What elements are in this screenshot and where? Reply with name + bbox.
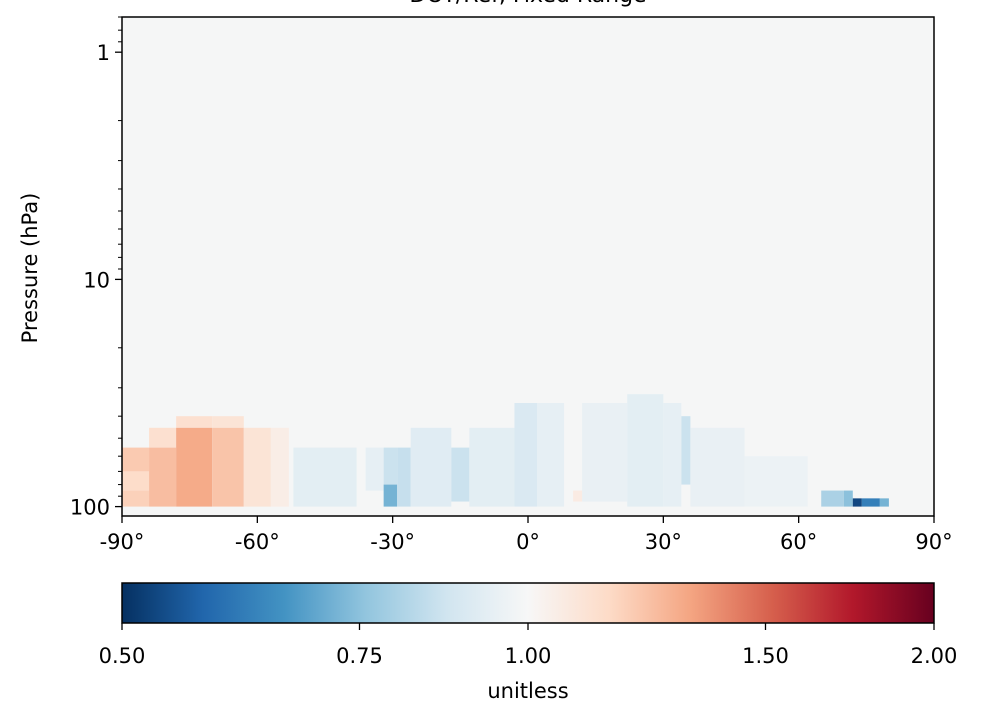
x-tick-label: -30°: [370, 530, 415, 554]
heatmap-cell: [821, 490, 844, 507]
heatmap-cell: [293, 447, 357, 507]
x-tick-label: 60°: [780, 530, 817, 554]
heatmap-cell: [122, 490, 150, 507]
x-tick-label: -60°: [235, 530, 280, 554]
heatmap-cell: [514, 403, 538, 507]
heatmap-cell: [212, 416, 244, 428]
plot-area: [121, 16, 935, 517]
heatmap-cell: [852, 498, 862, 507]
heatmap-cell: [397, 447, 411, 507]
x-tick-label: -90°: [100, 530, 145, 554]
heatmap-cell: [176, 427, 213, 507]
heatmap-cell: [582, 403, 628, 502]
chart-title: DOY/Ref, Fixed Range: [409, 0, 646, 8]
heatmap-cell: [122, 447, 150, 472]
heatmap-cell: [383, 484, 398, 507]
y-axis-label: Pressure (hPa): [18, 193, 42, 344]
colorbar-ticks: 0.50 0.75 1.00 1.50 2.00: [99, 623, 958, 668]
colorbar-tick-label: 1.50: [742, 644, 789, 668]
y-tick-label: 10: [83, 268, 110, 292]
heatmap-cell: [212, 427, 244, 507]
colorbar-tick-label: 1.00: [505, 644, 552, 668]
colorbar-tick-label: 2.00: [911, 644, 958, 668]
heatmap-cell: [663, 403, 682, 507]
heatmap-cell: [469, 427, 515, 507]
heatmap-cell: [627, 394, 664, 507]
colorbar: 0.50 0.75 1.00 1.50 2.00 unitless: [99, 582, 958, 703]
colorbar-gradient: [121, 582, 935, 624]
y-axis: 1 10 100: [70, 16, 122, 520]
x-tick-label: 30°: [645, 530, 682, 554]
heatmap-cell: [243, 427, 271, 507]
heatmap-cell: [879, 498, 889, 507]
heatmap-cell: [122, 471, 150, 491]
heatmap-cell: [681, 416, 691, 485]
x-tick-label: 0°: [516, 530, 540, 554]
heatmap-cell: [383, 447, 398, 485]
colorbar-tick-label: 0.75: [336, 644, 383, 668]
heatmap-cell: [270, 427, 289, 507]
colorbar-label: unitless: [487, 679, 568, 703]
heatmap-cell: [843, 490, 853, 507]
heatmap-cell: [149, 427, 177, 448]
y-tick-label: 1: [97, 41, 110, 65]
heatmap-cell: [365, 447, 384, 491]
heatmap-cell: [149, 447, 177, 507]
heatmap-cells: [122, 394, 889, 507]
heatmap-cell: [537, 403, 565, 507]
heatmap-cell: [744, 456, 808, 507]
heatmap-cell: [176, 416, 213, 428]
x-tick-label: 90°: [915, 530, 952, 554]
x-axis: -90° -60° -30° 0° 30° 60° 90°: [100, 516, 953, 554]
heatmap-cell: [690, 427, 745, 507]
heatmap-cell: [451, 447, 470, 502]
heatmap-cell: [861, 498, 880, 507]
colorbar-tick-label: 0.50: [99, 644, 146, 668]
heatmap-cell: [410, 427, 452, 507]
y-tick-label: 100: [70, 496, 110, 520]
